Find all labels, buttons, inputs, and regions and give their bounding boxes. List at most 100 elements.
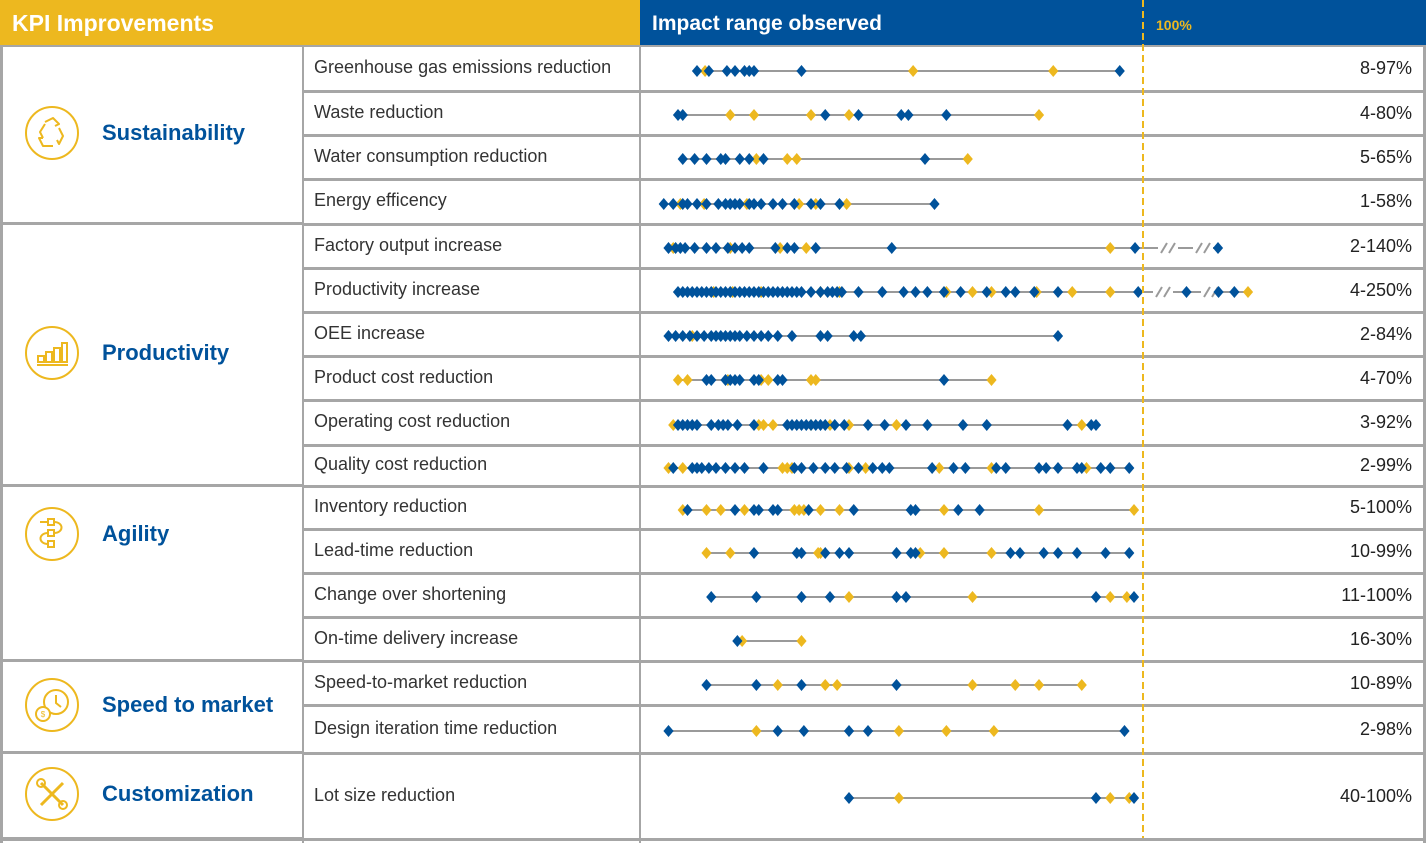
data-point-blue <box>1129 242 1141 254</box>
data-point-gold <box>893 725 904 737</box>
data-point-gold <box>988 725 999 737</box>
data-point-blue <box>922 419 933 431</box>
kpi-label: Change over shortening <box>314 584 507 604</box>
data-point-gold <box>843 109 855 121</box>
data-point-blue <box>862 725 874 737</box>
data-point-blue <box>772 330 783 342</box>
data-point-blue <box>820 109 831 121</box>
data-point-gold <box>1010 679 1021 691</box>
data-point-blue <box>848 504 859 516</box>
data-point-blue <box>900 419 912 431</box>
data-point-blue <box>891 591 902 603</box>
data-point-gold <box>1048 65 1059 77</box>
data-point-blue <box>710 462 722 474</box>
data-point-blue <box>689 242 700 254</box>
data-point-blue <box>1133 286 1144 298</box>
category-label: Agility <box>102 521 170 546</box>
data-point-gold <box>1033 679 1045 691</box>
data-point-blue <box>922 286 933 298</box>
data-point-gold <box>967 591 978 603</box>
bar-chart-icon <box>23 324 81 382</box>
data-point-blue <box>1212 242 1224 254</box>
data-point-blue <box>991 462 1002 474</box>
data-point-gold <box>986 547 997 559</box>
range-label: 11-100% <box>1341 585 1412 605</box>
data-point-blue <box>732 419 743 431</box>
data-point-gold <box>832 679 843 691</box>
data-point-blue <box>658 198 669 210</box>
data-point-gold <box>820 679 831 691</box>
data-point-blue <box>1090 591 1102 603</box>
data-point-blue <box>853 286 864 298</box>
data-point-blue <box>1005 547 1016 559</box>
axis-break-gap <box>1193 244 1213 252</box>
data-point-gold <box>682 374 693 386</box>
data-point-blue <box>815 330 826 342</box>
data-point-blue <box>756 198 767 210</box>
data-point-blue <box>853 109 864 121</box>
data-point-blue <box>1000 462 1011 474</box>
process-flow-icon <box>23 505 81 563</box>
data-point-blue <box>891 547 902 559</box>
range-label: 2-99% <box>1359 455 1412 475</box>
range-label: 4-70% <box>1359 368 1412 388</box>
data-point-blue <box>732 635 743 647</box>
data-point-gold <box>967 286 978 298</box>
data-point-gold <box>772 679 783 691</box>
data-point-blue <box>886 242 897 254</box>
kpi-label: Greenhouse gas emissions reduction <box>314 57 612 77</box>
data-point-gold <box>941 725 952 737</box>
data-point-blue <box>748 547 760 559</box>
data-point-blue <box>1128 792 1140 804</box>
data-point-blue <box>744 153 755 165</box>
row-divider <box>303 311 1426 314</box>
tools-icon <box>23 765 81 823</box>
data-point-blue <box>684 330 695 342</box>
data-point-blue <box>744 242 755 254</box>
range-label: 4-80% <box>1359 103 1412 123</box>
data-point-blue <box>960 462 971 474</box>
range-label: 3-92% <box>1359 412 1412 432</box>
kpi-label: Water consumption reduction <box>314 146 548 166</box>
data-point-blue <box>786 330 798 342</box>
data-point-blue <box>701 198 712 210</box>
data-point-blue <box>710 242 722 254</box>
data-point-gold <box>758 419 769 431</box>
row-divider <box>303 134 1426 137</box>
data-point-blue <box>772 504 783 516</box>
data-point-blue <box>974 504 985 516</box>
data-point-blue <box>1090 419 1102 431</box>
reference-100-label: 100% <box>1156 17 1192 33</box>
data-point-gold <box>725 547 736 559</box>
data-point-gold <box>725 109 736 121</box>
category-label: Sustainability <box>102 120 246 145</box>
data-point-blue <box>884 462 895 474</box>
data-point-blue <box>903 109 914 121</box>
data-point-blue <box>751 591 762 603</box>
kpi-improvements-header: KPI Improvements <box>0 0 640 47</box>
data-point-blue <box>796 679 807 691</box>
range-label: 2-98% <box>1359 719 1412 739</box>
data-point-blue <box>927 462 938 474</box>
data-point-blue <box>805 198 817 210</box>
data-point-gold <box>801 242 812 254</box>
data-point-blue <box>822 330 833 342</box>
data-point-gold <box>986 374 997 386</box>
data-point-blue <box>689 153 700 165</box>
data-point-blue <box>1100 547 1111 559</box>
data-point-blue <box>820 419 831 431</box>
data-point-blue <box>839 419 850 431</box>
data-point-blue <box>957 419 969 431</box>
data-point-blue <box>721 65 733 77</box>
kpi-label: On-time delivery increase <box>314 628 519 648</box>
data-point-blue <box>796 65 807 77</box>
data-point-gold <box>1067 286 1078 298</box>
data-point-blue <box>815 198 826 210</box>
data-point-blue <box>1000 286 1011 298</box>
data-point-blue <box>699 330 710 342</box>
data-point-blue <box>981 286 992 298</box>
data-point-blue <box>1181 286 1192 298</box>
data-point-blue <box>891 679 902 691</box>
data-point-gold <box>834 504 845 516</box>
axis-break-mark <box>1168 242 1176 254</box>
